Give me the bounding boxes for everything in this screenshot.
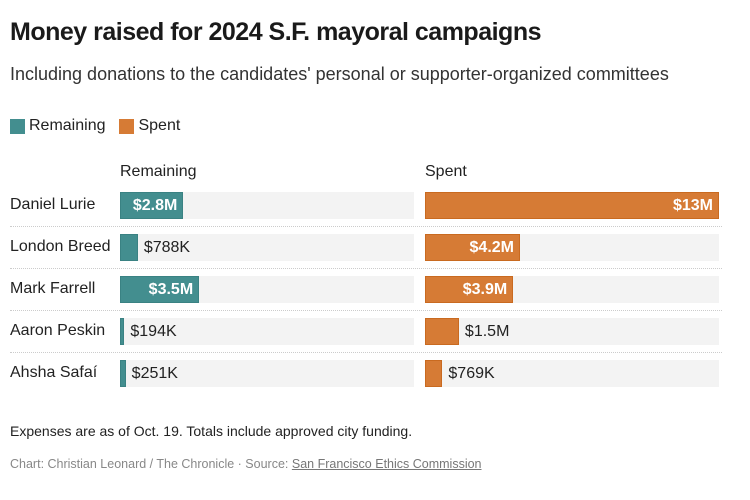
bar-spent [425, 276, 514, 303]
row-separator [10, 352, 722, 353]
category-label: Ahsha Safaí [10, 364, 98, 381]
bar-remaining [120, 192, 184, 219]
row-separator [10, 310, 722, 311]
bar-spent [425, 234, 520, 261]
bar-track [425, 360, 719, 387]
value-label: $1.5M [464, 323, 510, 340]
value-label: $3.9M [462, 281, 508, 298]
credit: Chart: Christian Leonard / The Chronicle… [10, 457, 482, 471]
category-label: Mark Farrell [10, 280, 96, 297]
value-label: $194K [130, 323, 177, 340]
value-label: $788K [143, 239, 191, 256]
legend-label: Spent [138, 117, 181, 134]
category-label: Aaron Peskin [10, 322, 106, 339]
value-label: $13M [672, 197, 713, 214]
footnote: Expenses are as of Oct. 19. Totals inclu… [10, 423, 413, 439]
bar-remaining [120, 234, 138, 261]
legend-item-remaining: Remaining [10, 117, 105, 135]
bar-spent [425, 318, 459, 345]
chart-title: Money raised for 2024 S.F. mayoral campa… [10, 18, 542, 46]
source-link[interactable]: San Francisco Ethics Commission [291, 457, 482, 471]
bar-track [120, 234, 414, 261]
row-separator [10, 268, 722, 269]
value-label: $2.8M [132, 197, 178, 214]
bar-remaining [120, 318, 125, 345]
value-label: $4.2M [469, 239, 514, 256]
category-label: London Breed [10, 238, 111, 255]
legend-swatch-remaining [10, 118, 25, 134]
bar-remaining [120, 360, 126, 387]
panel-header-remaining: Remaining [120, 163, 197, 180]
bar-track [425, 318, 719, 345]
row-separator [10, 226, 722, 227]
value-label: $769K [448, 365, 495, 382]
panel-header-spent: Spent [425, 163, 467, 180]
legend-item-spent: Spent [119, 117, 180, 135]
legend-label: Remaining [29, 117, 106, 134]
chart-subtitle: Including donations to the candidates' p… [10, 64, 669, 84]
bar-spent [425, 360, 443, 387]
value-label: $3.5M [148, 281, 194, 298]
legend-swatch-spent [119, 118, 135, 134]
credit-text: Chart: Christian Leonard / The Chronicle… [10, 457, 292, 471]
category-label: Daniel Lurie [10, 196, 96, 213]
bar-remaining [120, 276, 200, 303]
bar-track [120, 360, 414, 387]
legend: Remaining Spent [10, 117, 180, 135]
bar-spent [425, 192, 719, 219]
bar-track [120, 318, 414, 345]
value-label: $251K [131, 365, 178, 382]
